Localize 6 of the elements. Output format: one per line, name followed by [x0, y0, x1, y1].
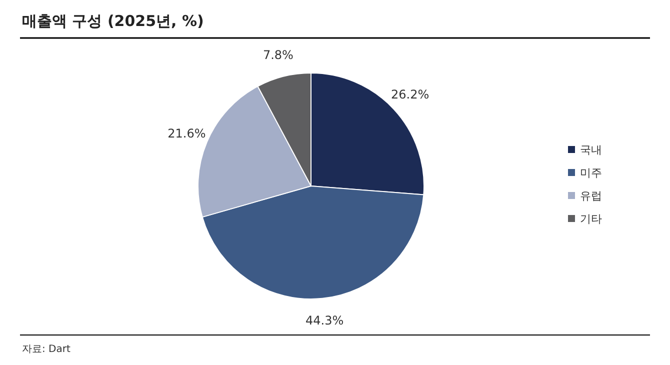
- legend-label: 유럽: [580, 190, 602, 202]
- legend-label: 기타: [580, 212, 602, 226]
- legend-label: 미주: [580, 166, 602, 180]
- title: 매출액 구성 (2025년, %): [22, 12, 204, 30]
- annotation: 자료: Dart: [22, 344, 70, 355]
- legend-label: 국내: [580, 144, 602, 156]
